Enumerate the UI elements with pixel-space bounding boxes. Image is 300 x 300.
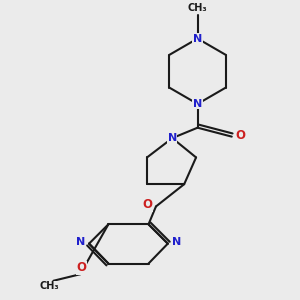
Text: CH₃: CH₃ bbox=[39, 281, 59, 291]
Text: N: N bbox=[193, 34, 202, 44]
Text: O: O bbox=[235, 129, 245, 142]
Text: N: N bbox=[193, 99, 202, 109]
Text: N: N bbox=[172, 237, 181, 247]
Text: O: O bbox=[142, 199, 153, 212]
Text: N: N bbox=[76, 237, 86, 247]
Text: N: N bbox=[168, 133, 177, 143]
Text: CH₃: CH₃ bbox=[188, 3, 207, 13]
Text: O: O bbox=[76, 261, 87, 274]
